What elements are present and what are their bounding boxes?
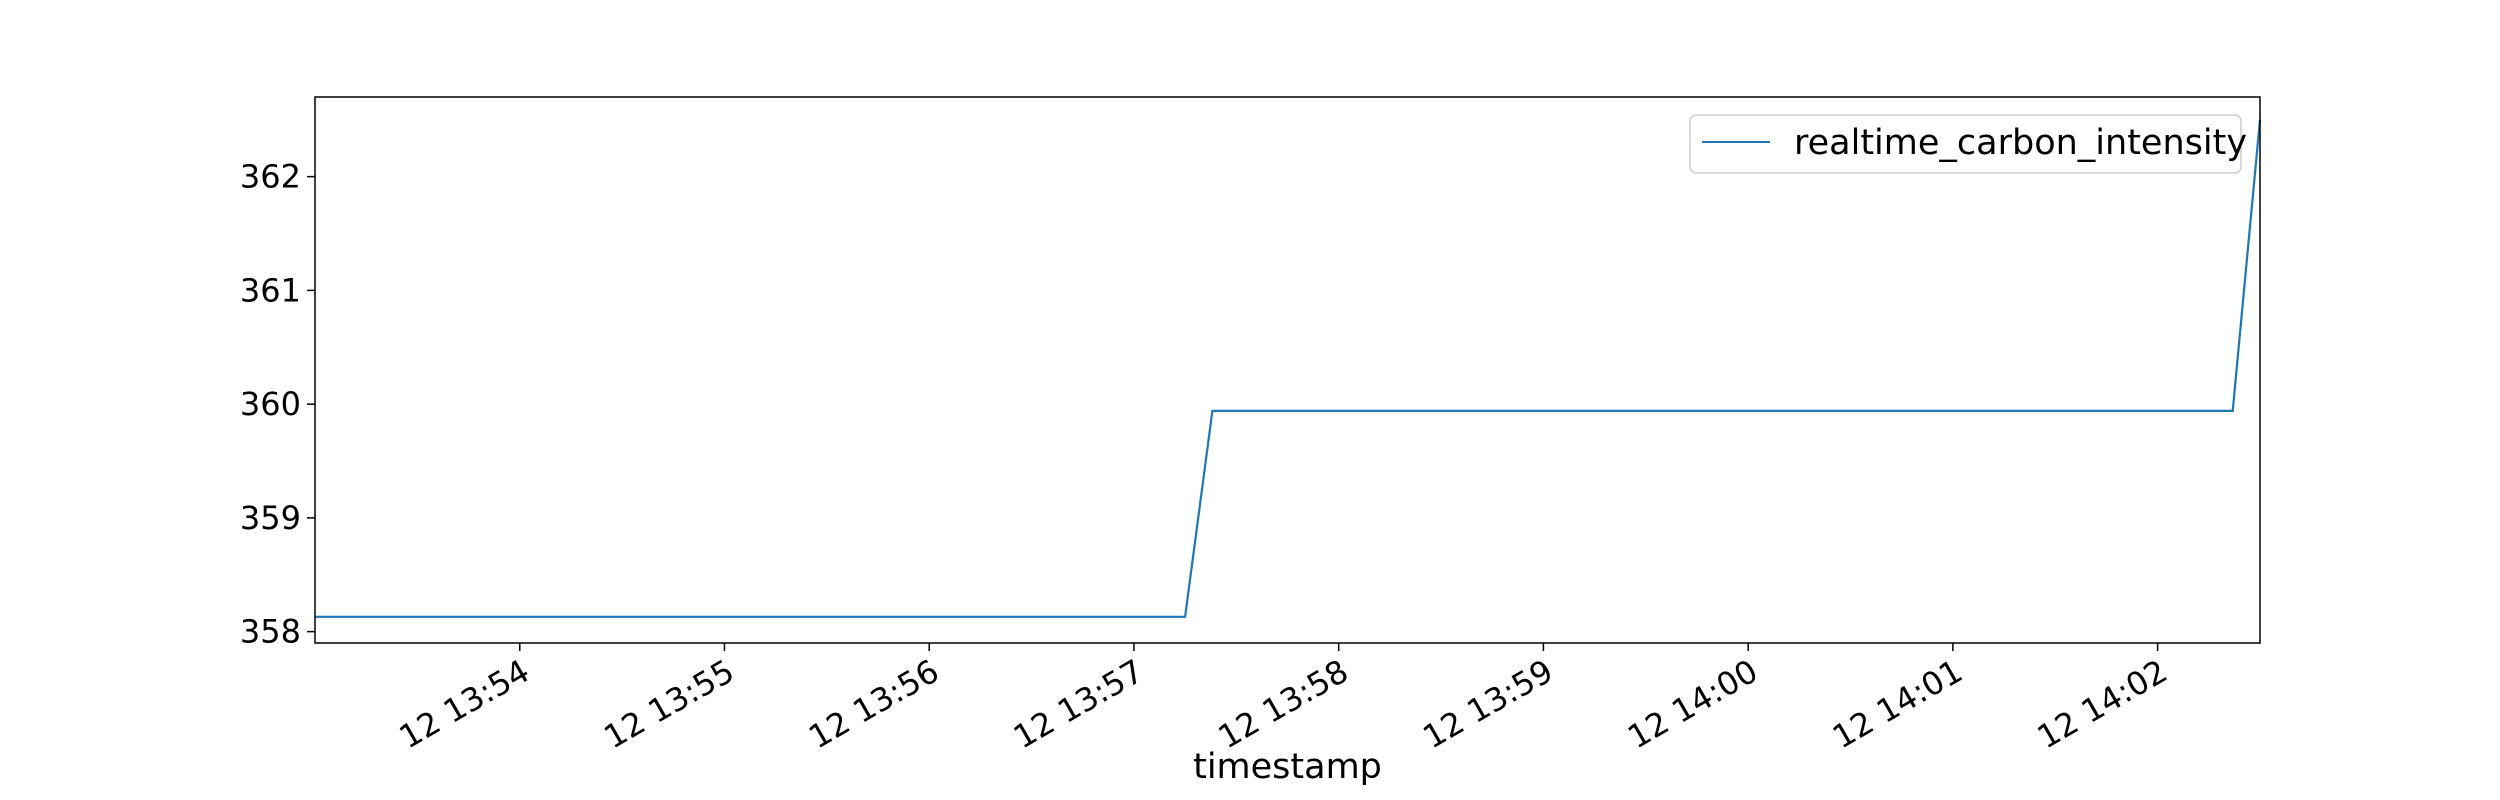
x-tick-label: 12 13:59 bbox=[1416, 652, 1559, 756]
y-tick-label: 360 bbox=[240, 385, 301, 423]
y-axis: 358 359 360 361 362 bbox=[240, 158, 315, 651]
x-tick-label: 12 13:57 bbox=[1007, 652, 1150, 756]
x-axis: 12 13:54 12 13:55 12 13:56 12 13:57 12 13:58… bbox=[393, 643, 2174, 756]
series-line-0 bbox=[315, 119, 2262, 618]
plot-frame bbox=[314, 96, 2261, 644]
legend-box bbox=[1689, 114, 2242, 174]
x-tick-label: 12 13:58 bbox=[1212, 652, 1355, 756]
y-tick-label: 362 bbox=[240, 158, 301, 196]
legend-label: realtime_carbon_intensity bbox=[1794, 123, 2247, 163]
y-tick-label: 361 bbox=[240, 271, 301, 309]
y-tick-label: 358 bbox=[240, 613, 301, 651]
y-tick-label: 359 bbox=[240, 499, 301, 537]
x-tick-label: 12 14:00 bbox=[1621, 652, 1764, 756]
plot-area bbox=[315, 119, 2262, 618]
legend: realtime_carbon_intensity bbox=[1689, 114, 2247, 174]
x-tick-label: 12 14:02 bbox=[2031, 652, 2174, 756]
x-axis-label: timestamp bbox=[1193, 747, 1382, 787]
x-tick-label: 12 13:55 bbox=[598, 652, 741, 756]
x-tick-label: 12 13:56 bbox=[802, 652, 945, 756]
x-tick-label: 12 13:54 bbox=[393, 652, 536, 756]
x-tick-label: 12 14:01 bbox=[1826, 652, 1969, 756]
